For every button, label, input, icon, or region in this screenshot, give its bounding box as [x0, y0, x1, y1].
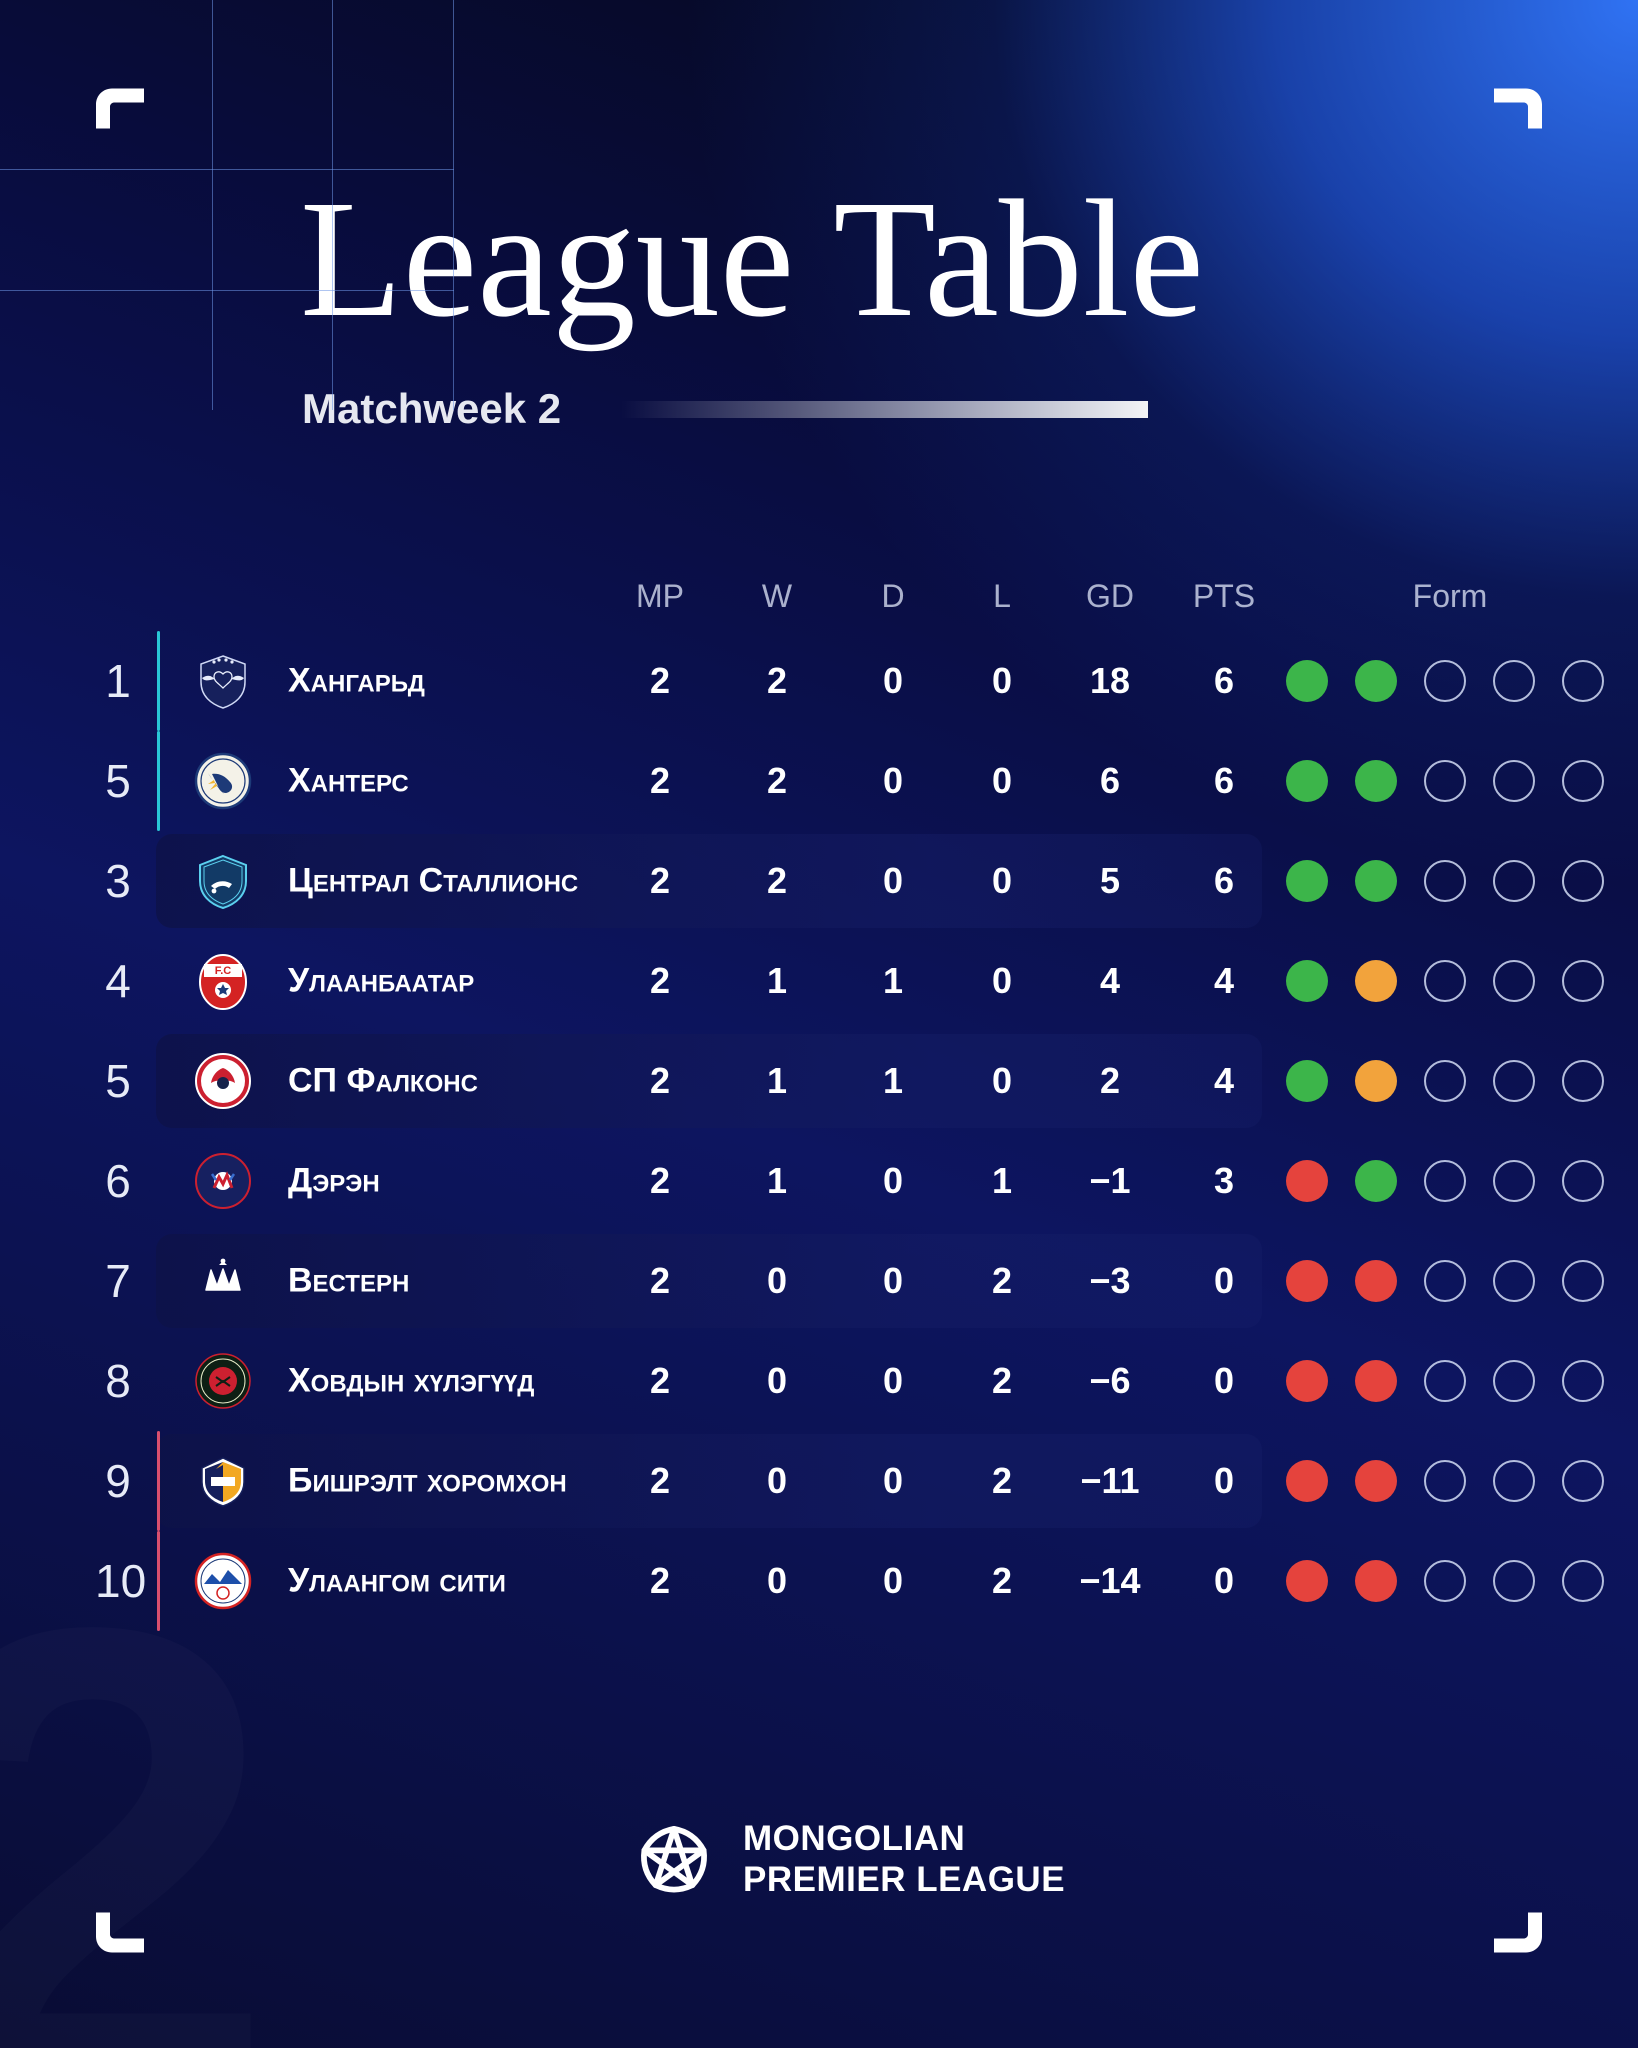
svg-text:F.C: F.C	[215, 965, 232, 977]
